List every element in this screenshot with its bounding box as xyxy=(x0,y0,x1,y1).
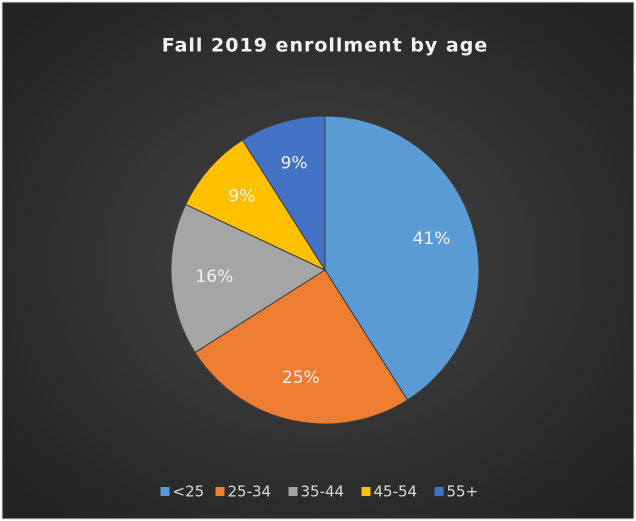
data-label: 41% xyxy=(413,229,451,249)
legend-swatch xyxy=(215,487,225,496)
legend-swatch xyxy=(361,487,371,496)
legend-label: <25 xyxy=(173,483,205,501)
pie-slice xyxy=(184,139,327,272)
data-label: 9% xyxy=(228,187,255,207)
legend-swatch xyxy=(288,487,298,496)
legend-label: 45-54 xyxy=(374,483,418,501)
legend-label: 25-34 xyxy=(228,483,272,501)
data-label: 25% xyxy=(282,368,320,388)
pie-slice xyxy=(324,115,480,401)
legend-label: 35-44 xyxy=(301,483,345,501)
chart-title: Fall 2019 enrollment by age xyxy=(162,35,489,57)
pie-slice xyxy=(194,269,409,425)
data-label: 16% xyxy=(195,267,233,287)
legend-swatch xyxy=(434,487,444,496)
legend-label: 55+ xyxy=(447,483,479,501)
legend-swatch xyxy=(160,487,170,496)
pie-slice xyxy=(170,203,327,354)
pie-slice xyxy=(241,115,326,272)
data-label: 9% xyxy=(281,154,308,174)
